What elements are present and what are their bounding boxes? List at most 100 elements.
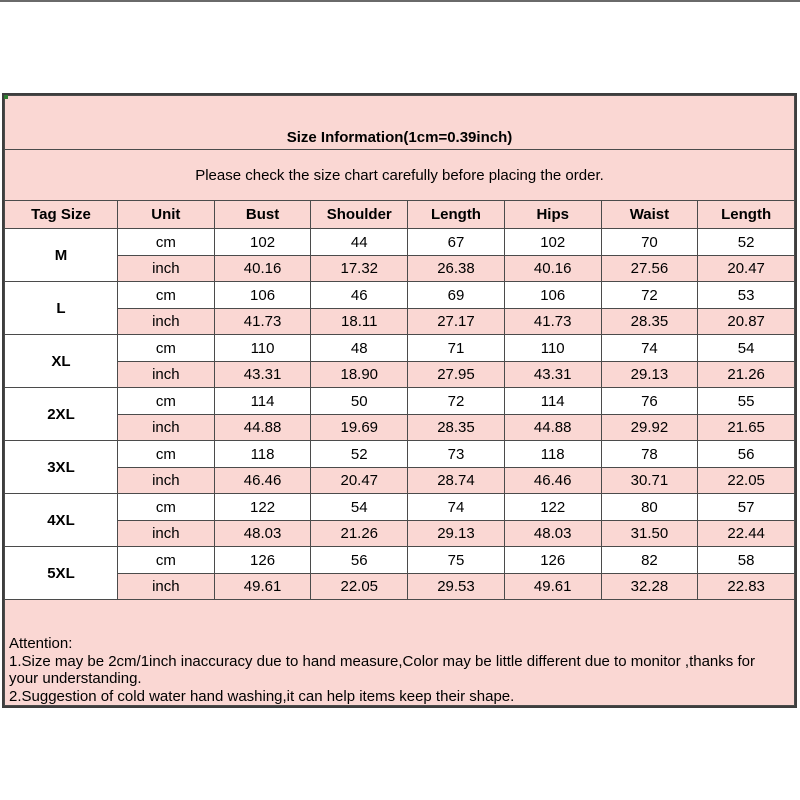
measurement-cell: 114	[213, 387, 312, 415]
title-row: Size Information(1cm=0.39inch)	[4, 95, 795, 150]
measurement-cell: 40.16	[503, 255, 602, 282]
row-XL-inch: inch 43.31 18.90 27.95 43.31 29.13 21.26	[5, 361, 795, 388]
measurement-cell: 70	[600, 228, 699, 256]
measurement-cell: 71	[407, 334, 505, 362]
col-header-unit: Unit	[116, 200, 215, 229]
measurement-cell: 67	[407, 228, 505, 256]
measurement-cell: 46.46	[503, 467, 602, 494]
measurement-cell: 76	[600, 387, 699, 415]
measurement-cell: 55	[697, 387, 795, 415]
measurement-cell: 49.61	[503, 573, 602, 600]
measurement-cell: 52	[697, 228, 795, 256]
row-2XL-cm: 2XL cm 114 50 72 114 76 55	[4, 387, 795, 441]
measurement-cell: 28.35	[407, 414, 505, 441]
measurement-cell: 43.31	[503, 361, 602, 388]
col-header-tag-size: Tag Size	[4, 200, 118, 229]
unit-label: cm	[116, 493, 215, 521]
unit-label: inch	[116, 573, 215, 600]
measurement-cell: 44.88	[503, 414, 602, 441]
tag-size-label: 4XL	[4, 493, 118, 547]
row-2XL-inch: inch 44.88 19.69 28.35 44.88 29.92 21.65	[5, 414, 795, 441]
measurement-cell: 22.05	[310, 573, 409, 600]
row-L-cm: L cm 106 46 69 106 72 53	[4, 281, 795, 335]
measurement-cell: 80	[600, 493, 699, 521]
measurement-cell: 31.50	[600, 520, 699, 547]
measurement-cell: 40.16	[213, 255, 312, 282]
row-5XL-inch: inch 49.61 22.05 29.53 49.61 32.28 22.83	[5, 573, 795, 600]
measurement-cell: 78	[600, 440, 699, 468]
attention-block: Attention: 1.Size may be 2cm/1inch inacc…	[4, 599, 795, 706]
measurement-cell: 82	[600, 546, 699, 574]
col-header-length-2: Length	[697, 200, 795, 229]
attention-item: 2.Suggestion of cold water hand washing,…	[9, 687, 515, 705]
measurement-cell: 74	[600, 334, 699, 362]
measurement-cell: 20.87	[697, 308, 795, 335]
measurement-cell: 44	[310, 228, 409, 256]
measurement-cell: 114	[503, 387, 602, 415]
measurement-cell: 118	[213, 440, 312, 468]
measurement-cell: 29.13	[600, 361, 699, 388]
measurement-cell: 56	[310, 546, 409, 574]
column-header-row: Tag Size Unit Bust Shoulder Length Hips …	[4, 200, 795, 229]
tag-size-label: 5XL	[4, 546, 118, 600]
row-M-inch: inch 40.16 17.32 26.38 40.16 27.56 20.47	[5, 255, 795, 282]
unit-label: cm	[116, 387, 215, 415]
measurement-cell: 58	[697, 546, 795, 574]
tag-size-label: 2XL	[4, 387, 118, 441]
measurement-cell: 102	[503, 228, 602, 256]
attention-item: 1.Size may be 2cm/1inch inaccuracy due t…	[9, 652, 755, 688]
measurement-cell: 44.88	[213, 414, 312, 441]
measurement-cell: 29.92	[600, 414, 699, 441]
measurement-cell: 75	[407, 546, 505, 574]
measurement-cell: 126	[503, 546, 602, 574]
measurement-cell: 21.26	[310, 520, 409, 547]
measurement-cell: 41.73	[213, 308, 312, 335]
unit-label: cm	[116, 546, 215, 574]
measurement-cell: 28.74	[407, 467, 505, 494]
measurement-cell: 50	[310, 387, 409, 415]
col-header-bust: Bust	[213, 200, 312, 229]
measurement-cell: 126	[213, 546, 312, 574]
unit-label: inch	[116, 414, 215, 441]
row-L-inch: inch 41.73 18.11 27.17 41.73 28.35 20.87	[5, 308, 795, 335]
unit-label: inch	[116, 467, 215, 494]
measurement-cell: 56	[697, 440, 795, 468]
measurement-cell: 30.71	[600, 467, 699, 494]
col-header-hips: Hips	[503, 200, 602, 229]
measurement-cell: 27.95	[407, 361, 505, 388]
measurement-cell: 29.13	[407, 520, 505, 547]
measurement-cell: 73	[407, 440, 505, 468]
measurement-cell: 22.83	[697, 573, 795, 600]
size-chart-table: Size Information(1cm=0.39inch) Please ch…	[4, 95, 795, 706]
measurement-cell: 122	[503, 493, 602, 521]
measurement-cell: 57	[697, 493, 795, 521]
row-4XL-cm: 4XL cm 122 54 74 122 80 57	[4, 493, 795, 547]
measurement-cell: 19.69	[310, 414, 409, 441]
unit-label: inch	[116, 361, 215, 388]
tag-size-label: 3XL	[4, 440, 118, 494]
measurement-cell: 18.90	[310, 361, 409, 388]
measurement-cell: 72	[600, 281, 699, 309]
measurement-cell: 52	[310, 440, 409, 468]
measurement-cell: 110	[213, 334, 312, 362]
size-chart-notice: Please check the size chart carefully be…	[4, 149, 795, 201]
measurement-cell: 53	[697, 281, 795, 309]
measurement-cell: 54	[697, 334, 795, 362]
measurement-cell: 17.32	[310, 255, 409, 282]
measurement-cell: 41.73	[503, 308, 602, 335]
green-corner-artifact	[4, 95, 8, 99]
measurement-cell: 46.46	[213, 467, 312, 494]
measurement-cell: 21.26	[697, 361, 795, 388]
measurement-cell: 22.44	[697, 520, 795, 547]
row-XL-cm: XL cm 110 48 71 110 74 54	[4, 334, 795, 388]
measurement-cell: 48.03	[503, 520, 602, 547]
measurement-cell: 48.03	[213, 520, 312, 547]
measurement-cell: 32.28	[600, 573, 699, 600]
measurement-cell: 21.65	[697, 414, 795, 441]
top-border-line	[0, 0, 800, 2]
row-M-cm: M cm 102 44 67 102 70 52	[4, 228, 795, 282]
measurement-cell: 110	[503, 334, 602, 362]
measurement-cell: 74	[407, 493, 505, 521]
measurement-cell: 49.61	[213, 573, 312, 600]
unit-label: cm	[116, 334, 215, 362]
